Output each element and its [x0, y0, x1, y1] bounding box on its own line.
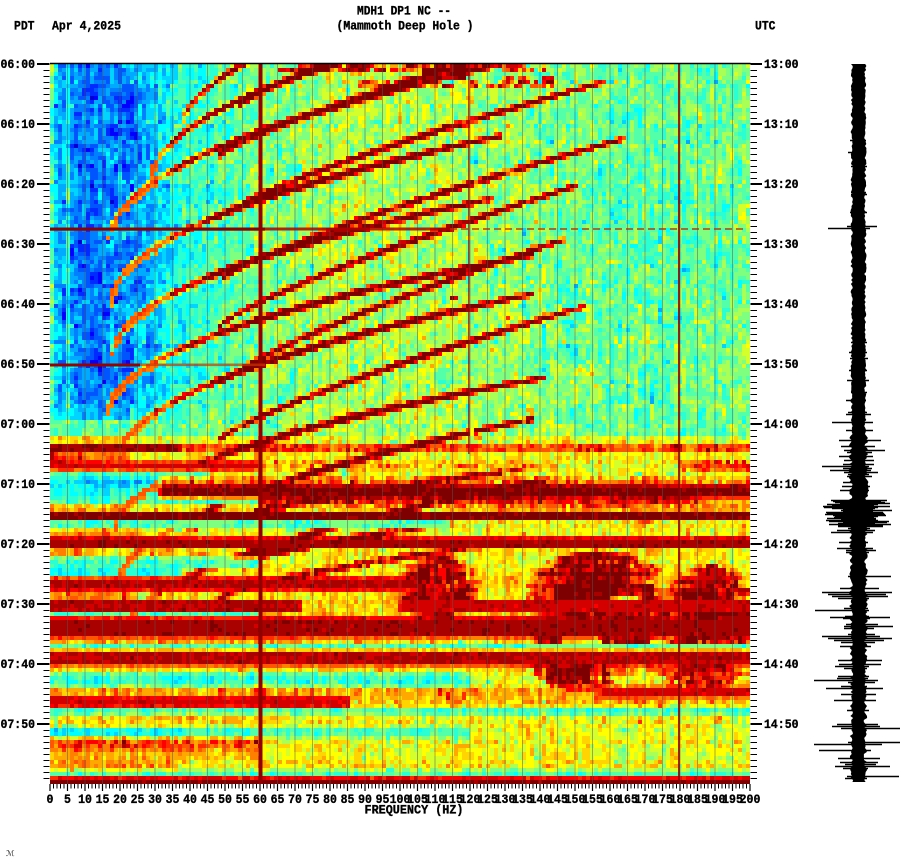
svg-text:125: 125	[477, 792, 498, 807]
svg-text:14:10: 14:10	[764, 477, 799, 492]
svg-text:40: 40	[183, 792, 197, 807]
svg-text:MDH1 DP1 NC --: MDH1 DP1 NC --	[357, 3, 451, 18]
svg-text:85: 85	[341, 792, 355, 807]
svg-text:06:20: 06:20	[1, 177, 36, 192]
svg-text:105: 105	[407, 792, 428, 807]
svg-text:14:00: 14:00	[764, 417, 799, 432]
svg-text:13:30: 13:30	[764, 237, 799, 252]
svg-text:185: 185	[687, 792, 708, 807]
svg-text:13:40: 13:40	[764, 297, 799, 312]
svg-text:110: 110	[425, 792, 446, 807]
svg-text:13:00: 13:00	[764, 57, 799, 72]
svg-text:06:10: 06:10	[1, 117, 36, 132]
svg-text:150: 150	[565, 792, 586, 807]
svg-text:50: 50	[218, 792, 232, 807]
svg-text:07:20: 07:20	[1, 537, 36, 552]
svg-text:140: 140	[530, 792, 551, 807]
svg-text:115: 115	[442, 792, 463, 807]
svg-text:07:00: 07:00	[1, 417, 36, 432]
svg-text:14:40: 14:40	[764, 657, 799, 672]
svg-text:UTC: UTC	[755, 18, 776, 33]
svg-text:190: 190	[705, 792, 726, 807]
svg-text:06:40: 06:40	[1, 297, 36, 312]
svg-text:10: 10	[78, 792, 92, 807]
svg-text:5: 5	[64, 792, 71, 807]
svg-text:20: 20	[113, 792, 127, 807]
svg-text:180: 180	[670, 792, 691, 807]
svg-text:30: 30	[148, 792, 162, 807]
svg-text:13:50: 13:50	[764, 357, 799, 372]
svg-text:PDT: PDT	[14, 18, 35, 33]
svg-text:FREQUENCY (HZ): FREQUENCY (HZ)	[365, 803, 464, 818]
svg-text:120: 120	[460, 792, 481, 807]
svg-text:70: 70	[288, 792, 302, 807]
svg-text:06:50: 06:50	[1, 357, 36, 372]
svg-text:07:40: 07:40	[1, 657, 36, 672]
svg-text:06:00: 06:00	[1, 57, 36, 72]
svg-text:Apr 4,2025: Apr 4,2025	[52, 18, 121, 33]
svg-text:55: 55	[236, 792, 250, 807]
svg-text:15: 15	[96, 792, 110, 807]
svg-text:175: 175	[652, 792, 673, 807]
svg-text:90: 90	[358, 792, 372, 807]
svg-text:170: 170	[635, 792, 656, 807]
svg-text:25: 25	[131, 792, 145, 807]
svg-text:165: 165	[617, 792, 638, 807]
svg-text:45: 45	[201, 792, 215, 807]
svg-text:100: 100	[390, 792, 411, 807]
svg-text:14:50: 14:50	[764, 717, 799, 732]
svg-text:14:20: 14:20	[764, 537, 799, 552]
svg-text:14:30: 14:30	[764, 597, 799, 612]
svg-text:(Mammoth Deep Hole ): (Mammoth Deep Hole )	[337, 18, 474, 33]
svg-text:ℳ: ℳ	[6, 849, 15, 859]
svg-text:130: 130	[495, 792, 516, 807]
svg-text:07:10: 07:10	[1, 477, 36, 492]
svg-text:07:30: 07:30	[1, 597, 36, 612]
svg-text:07:50: 07:50	[1, 717, 36, 732]
svg-text:65: 65	[271, 792, 285, 807]
svg-text:75: 75	[306, 792, 320, 807]
svg-text:160: 160	[600, 792, 621, 807]
svg-text:195: 195	[722, 792, 743, 807]
svg-text:145: 145	[547, 792, 568, 807]
svg-text:60: 60	[253, 792, 267, 807]
svg-text:80: 80	[323, 792, 337, 807]
svg-text:35: 35	[166, 792, 180, 807]
svg-text:155: 155	[582, 792, 603, 807]
svg-text:13:20: 13:20	[764, 177, 799, 192]
svg-text:135: 135	[512, 792, 533, 807]
svg-text:06:30: 06:30	[1, 237, 36, 252]
svg-text:0: 0	[47, 792, 54, 807]
svg-text:200: 200	[740, 792, 761, 807]
svg-text:13:10: 13:10	[764, 117, 799, 132]
svg-text:95: 95	[376, 792, 390, 807]
